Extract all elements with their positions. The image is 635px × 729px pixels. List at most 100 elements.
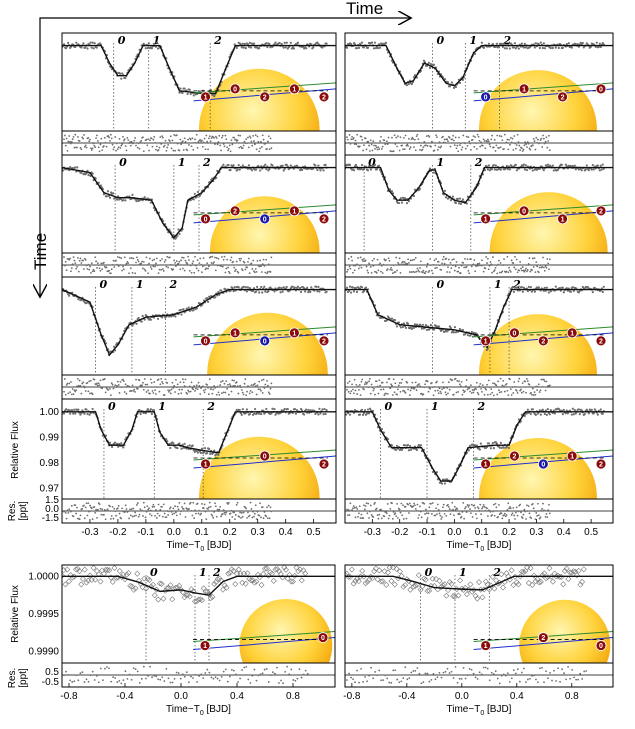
residual-point: [211, 514, 214, 517]
residual-point: [549, 671, 551, 674]
data-point: [475, 444, 478, 447]
data-point: [268, 42, 271, 46]
residual-point: [503, 514, 505, 517]
data-point: [183, 87, 186, 90]
residual-point: [498, 391, 501, 394]
residual-point: [269, 506, 272, 509]
data-point: [124, 199, 127, 202]
residual-point: [438, 671, 441, 674]
residual-point: [432, 394, 435, 397]
residual-point: [201, 502, 203, 505]
residual-point: [192, 260, 195, 263]
data-point: [252, 287, 256, 290]
data-point: [407, 449, 411, 452]
data-point: [303, 413, 306, 416]
residual-point: [194, 138, 196, 141]
data-point: [393, 318, 397, 322]
residual-point: [419, 510, 422, 513]
residual-point: [503, 385, 505, 388]
residual-point: [110, 382, 113, 385]
data-point: [209, 594, 216, 600]
residual-point: [437, 260, 440, 263]
planet-marker: [595, 335, 607, 347]
residual-point: [100, 262, 103, 265]
residual-point: [221, 136, 223, 139]
residual-point: [478, 139, 481, 142]
residual-point: [419, 148, 421, 151]
residual-point: [78, 518, 81, 521]
residual-point: [187, 255, 189, 258]
residual-point: [541, 266, 544, 268]
residual-point: [124, 145, 127, 148]
residual-point: [103, 261, 105, 264]
residual-point: [113, 266, 116, 268]
data-point: [502, 446, 505, 449]
residual-point: [533, 510, 536, 513]
residual-point: [116, 256, 119, 258]
residual-point: [142, 150, 145, 153]
data-point: [97, 578, 104, 585]
planet-marker: [259, 91, 271, 103]
data-point: [257, 412, 260, 415]
residual-point: [546, 386, 549, 388]
residual-point: [481, 506, 484, 508]
data-point: [213, 449, 216, 452]
residual-point: [223, 382, 226, 385]
residual-point: [351, 383, 353, 386]
residual-point: [271, 671, 274, 674]
data-point: [216, 575, 223, 582]
residual-point: [199, 393, 202, 395]
residual-point: [240, 512, 243, 514]
data-point: [239, 43, 242, 46]
residual-point: [487, 268, 490, 271]
data-point: [489, 447, 492, 450]
residual-point: [106, 666, 108, 668]
model-curve: [345, 288, 613, 349]
residual-point: [464, 385, 467, 388]
residual-point: [486, 515, 489, 517]
residual-point: [89, 504, 91, 507]
residual-point: [426, 262, 429, 265]
data-point: [397, 568, 403, 575]
data-point: [73, 408, 76, 411]
residual-point: [555, 680, 557, 682]
residual-point: [537, 138, 539, 141]
residual-point: [383, 139, 386, 142]
data-point: [129, 321, 132, 324]
data-point: [298, 286, 302, 290]
data-point: [492, 164, 495, 167]
residual-point: [512, 392, 515, 394]
data-point: [236, 168, 239, 171]
residual-point: [224, 513, 227, 516]
residual-point: [68, 382, 71, 385]
data-point: [479, 442, 482, 445]
residual-point: [189, 264, 192, 267]
residual-point: [267, 384, 269, 387]
residual-point: [189, 390, 192, 393]
residual-point: [192, 388, 195, 391]
data-point: [217, 290, 220, 294]
residual-point: [221, 513, 224, 515]
data-point: [561, 46, 564, 49]
residual-point: [149, 378, 152, 381]
data-point: [448, 580, 455, 587]
residual-point: [526, 504, 528, 507]
residual-point: [234, 268, 237, 271]
epoch-label: 0: [118, 34, 126, 47]
planet-marker: [288, 327, 300, 339]
residual-point: [418, 672, 421, 675]
data-point: [193, 598, 200, 605]
residual-point: [239, 511, 242, 514]
residual-point: [346, 136, 348, 139]
residual-point: [168, 391, 170, 393]
residual-point: [421, 271, 424, 274]
residual-point: [215, 515, 218, 518]
residual-point: [361, 378, 364, 381]
residual-point: [483, 506, 486, 508]
residual-point: [450, 509, 453, 512]
residual-point: [183, 137, 186, 140]
residual-point: [196, 146, 199, 149]
residual-point: [516, 668, 519, 671]
residual-point: [480, 141, 482, 144]
